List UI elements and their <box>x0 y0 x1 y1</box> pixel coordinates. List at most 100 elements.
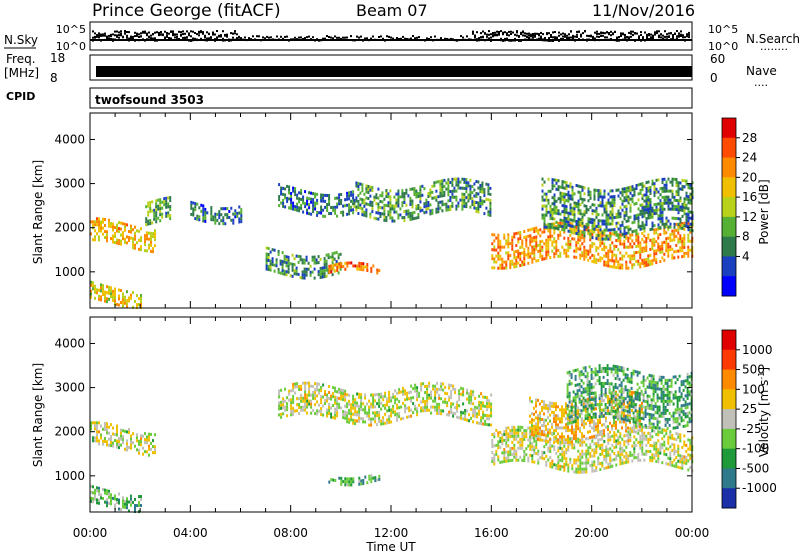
echo-cell <box>663 444 665 447</box>
echo-cell <box>544 217 546 220</box>
echo-cell <box>116 446 118 449</box>
echo-cell <box>557 249 559 252</box>
noise-dot <box>108 35 110 37</box>
echo-cell <box>108 219 110 222</box>
echo-cell <box>527 253 529 256</box>
echo-cell <box>100 425 102 428</box>
echo-cell <box>481 200 483 203</box>
echo-cell <box>642 203 644 206</box>
echo-cell <box>577 450 579 453</box>
echo-cell <box>546 196 548 199</box>
echo-cell <box>640 183 642 186</box>
echo-cell <box>559 459 561 462</box>
echo-cell <box>417 213 419 216</box>
echo-cell <box>472 411 474 414</box>
echo-cell <box>467 193 469 196</box>
echo-cell <box>621 453 623 456</box>
echo-cell <box>611 265 613 268</box>
echo-cell <box>493 453 495 456</box>
echo-cell <box>314 391 316 394</box>
echo-cell <box>438 397 440 400</box>
echo-cell <box>665 432 667 435</box>
beam-title: Beam 07 <box>356 1 428 20</box>
echo-cell <box>453 196 455 199</box>
echo-cell <box>116 303 118 306</box>
echo-cell <box>547 235 549 238</box>
echo-cell <box>641 453 643 456</box>
echo-cell <box>268 268 270 271</box>
echo-cell <box>336 197 338 200</box>
echo-cell <box>468 419 470 422</box>
echo-cell <box>365 187 367 190</box>
echo-cell <box>513 432 515 435</box>
echo-cell <box>334 417 336 420</box>
echo-cell <box>575 250 577 253</box>
echo-cell <box>471 203 473 206</box>
echo-cell <box>102 227 104 230</box>
echo-cell <box>580 233 582 236</box>
echo-cell <box>434 385 436 388</box>
echo-cell <box>623 243 625 246</box>
echo-cell <box>409 218 411 221</box>
echo-cell <box>543 257 545 260</box>
echo-cell <box>144 237 146 240</box>
echo-cell <box>296 197 298 200</box>
echo-cell <box>647 257 649 260</box>
echo-cell <box>605 454 607 457</box>
echo-cell <box>316 388 318 391</box>
echo-cell <box>340 202 342 205</box>
echo-cell <box>290 198 292 201</box>
echo-cell <box>564 208 566 211</box>
echo-cell <box>372 403 374 406</box>
echo-cell <box>483 191 485 194</box>
echo-cell <box>499 240 501 243</box>
echo-cell <box>100 289 102 292</box>
echo-cell <box>367 188 369 191</box>
echo-cell <box>586 208 588 211</box>
echo-cell <box>448 399 450 402</box>
echo-cell <box>451 184 453 187</box>
echo-cell <box>338 477 340 480</box>
noise-dot <box>466 35 468 37</box>
noise-dot <box>636 33 638 35</box>
echo-cell <box>469 194 471 197</box>
echo-cell <box>368 409 370 412</box>
echo-cell <box>485 207 487 210</box>
echo-cell <box>607 436 609 439</box>
echo-cell <box>560 219 562 222</box>
echo-cell <box>312 397 314 400</box>
echo-cell <box>597 253 599 256</box>
noise-dot <box>642 36 644 38</box>
echo-cell <box>310 394 312 397</box>
echo-cell <box>641 432 643 435</box>
noise-dot <box>476 31 478 33</box>
echo-cell <box>94 223 96 226</box>
echo-cell <box>359 192 361 195</box>
echo-cell <box>422 397 424 400</box>
echo-cell <box>389 207 391 210</box>
echo-cell <box>134 244 136 247</box>
echo-cell <box>489 211 491 214</box>
echo-cell <box>296 382 298 385</box>
echo-cell <box>148 232 150 235</box>
echo-cell <box>545 242 547 245</box>
echo-cell <box>683 246 685 249</box>
echo-cell <box>326 203 328 206</box>
echo-cell <box>488 423 490 426</box>
echo-cell <box>521 240 523 243</box>
echo-cell <box>668 190 670 193</box>
echo-cell <box>145 220 147 223</box>
echo-cell <box>614 201 616 204</box>
echo-cell <box>390 396 392 399</box>
echo-cell <box>525 241 527 244</box>
echo-cell <box>407 212 409 215</box>
echo-cell <box>566 211 568 214</box>
echo-cell <box>348 212 350 215</box>
echo-cell <box>415 193 417 196</box>
echo-cell <box>147 205 149 208</box>
echo-cell <box>386 409 388 412</box>
echo-cell <box>383 216 385 219</box>
echo-cell <box>493 233 495 236</box>
echo-cell <box>549 238 551 241</box>
echo-cell <box>371 207 373 210</box>
